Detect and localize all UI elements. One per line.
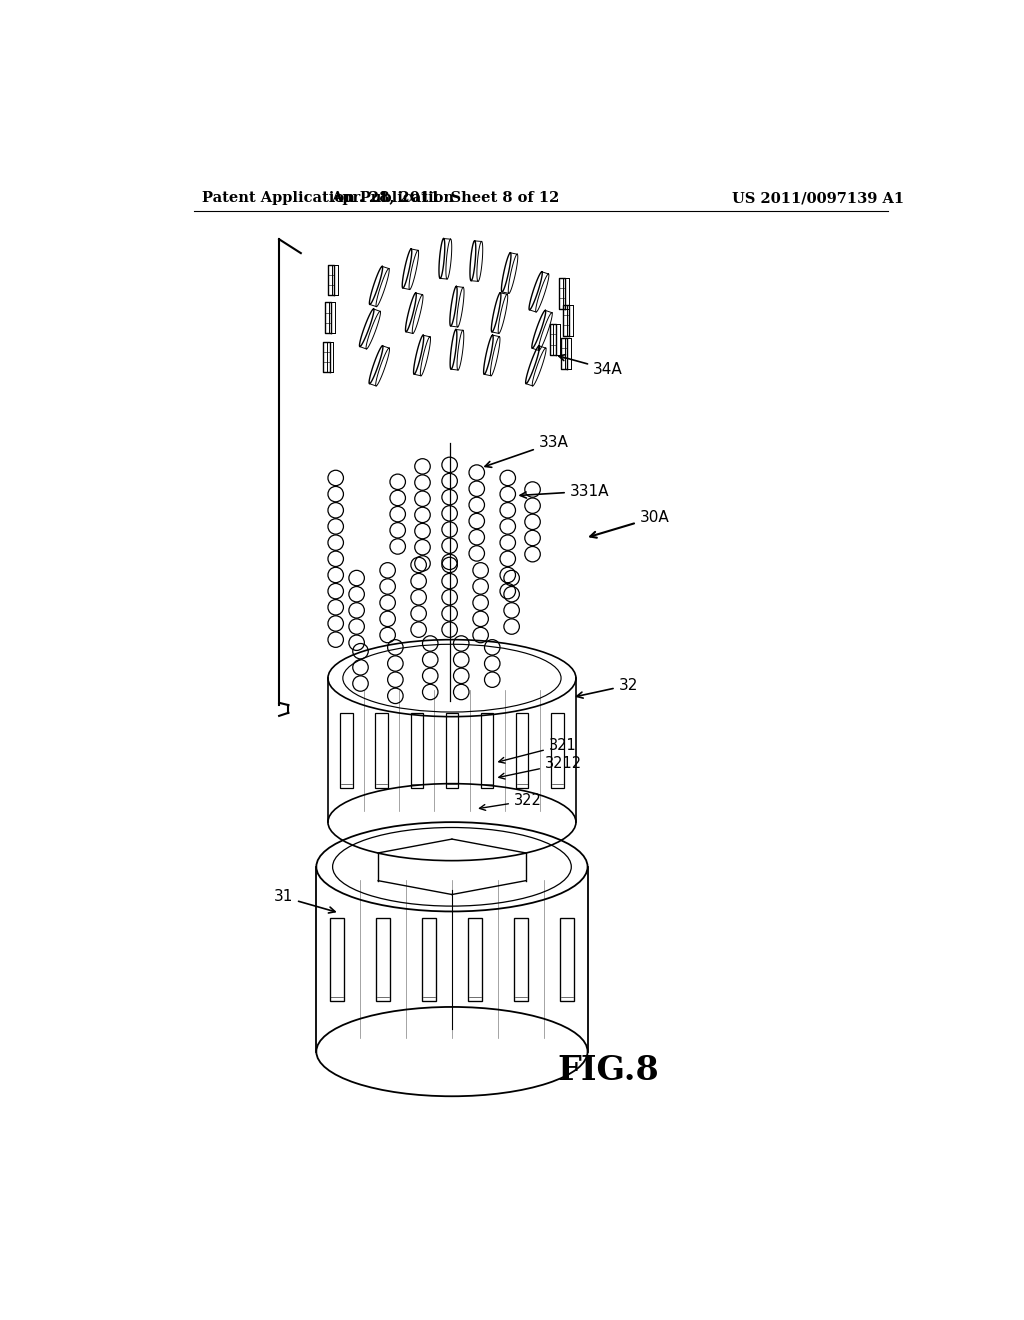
Text: US 2011/0097139 A1: US 2011/0097139 A1 [732,191,904,206]
Bar [422,917,436,1001]
Text: 3212: 3212 [499,756,582,779]
Text: 34A: 34A [559,355,623,378]
Bar [340,713,352,788]
Text: 33A: 33A [485,436,568,467]
Text: 322: 322 [479,793,542,810]
Text: FIG.8: FIG.8 [558,1055,659,1088]
Bar [445,713,458,788]
Bar [468,917,482,1001]
Text: 31: 31 [273,890,335,913]
Bar [514,917,528,1001]
Bar [551,713,563,788]
Bar [376,917,390,1001]
Bar [330,917,344,1001]
Bar [481,713,494,788]
Text: Patent Application Publication: Patent Application Publication [202,191,454,206]
Bar [376,713,388,788]
Text: 30A: 30A [590,510,670,537]
Text: 32: 32 [577,677,638,698]
Text: 331A: 331A [520,483,609,499]
Text: Apr. 28, 2011  Sheet 8 of 12: Apr. 28, 2011 Sheet 8 of 12 [332,191,560,206]
Bar [411,713,423,788]
Bar [560,917,574,1001]
Bar [516,713,528,788]
Text: 321: 321 [499,738,577,763]
